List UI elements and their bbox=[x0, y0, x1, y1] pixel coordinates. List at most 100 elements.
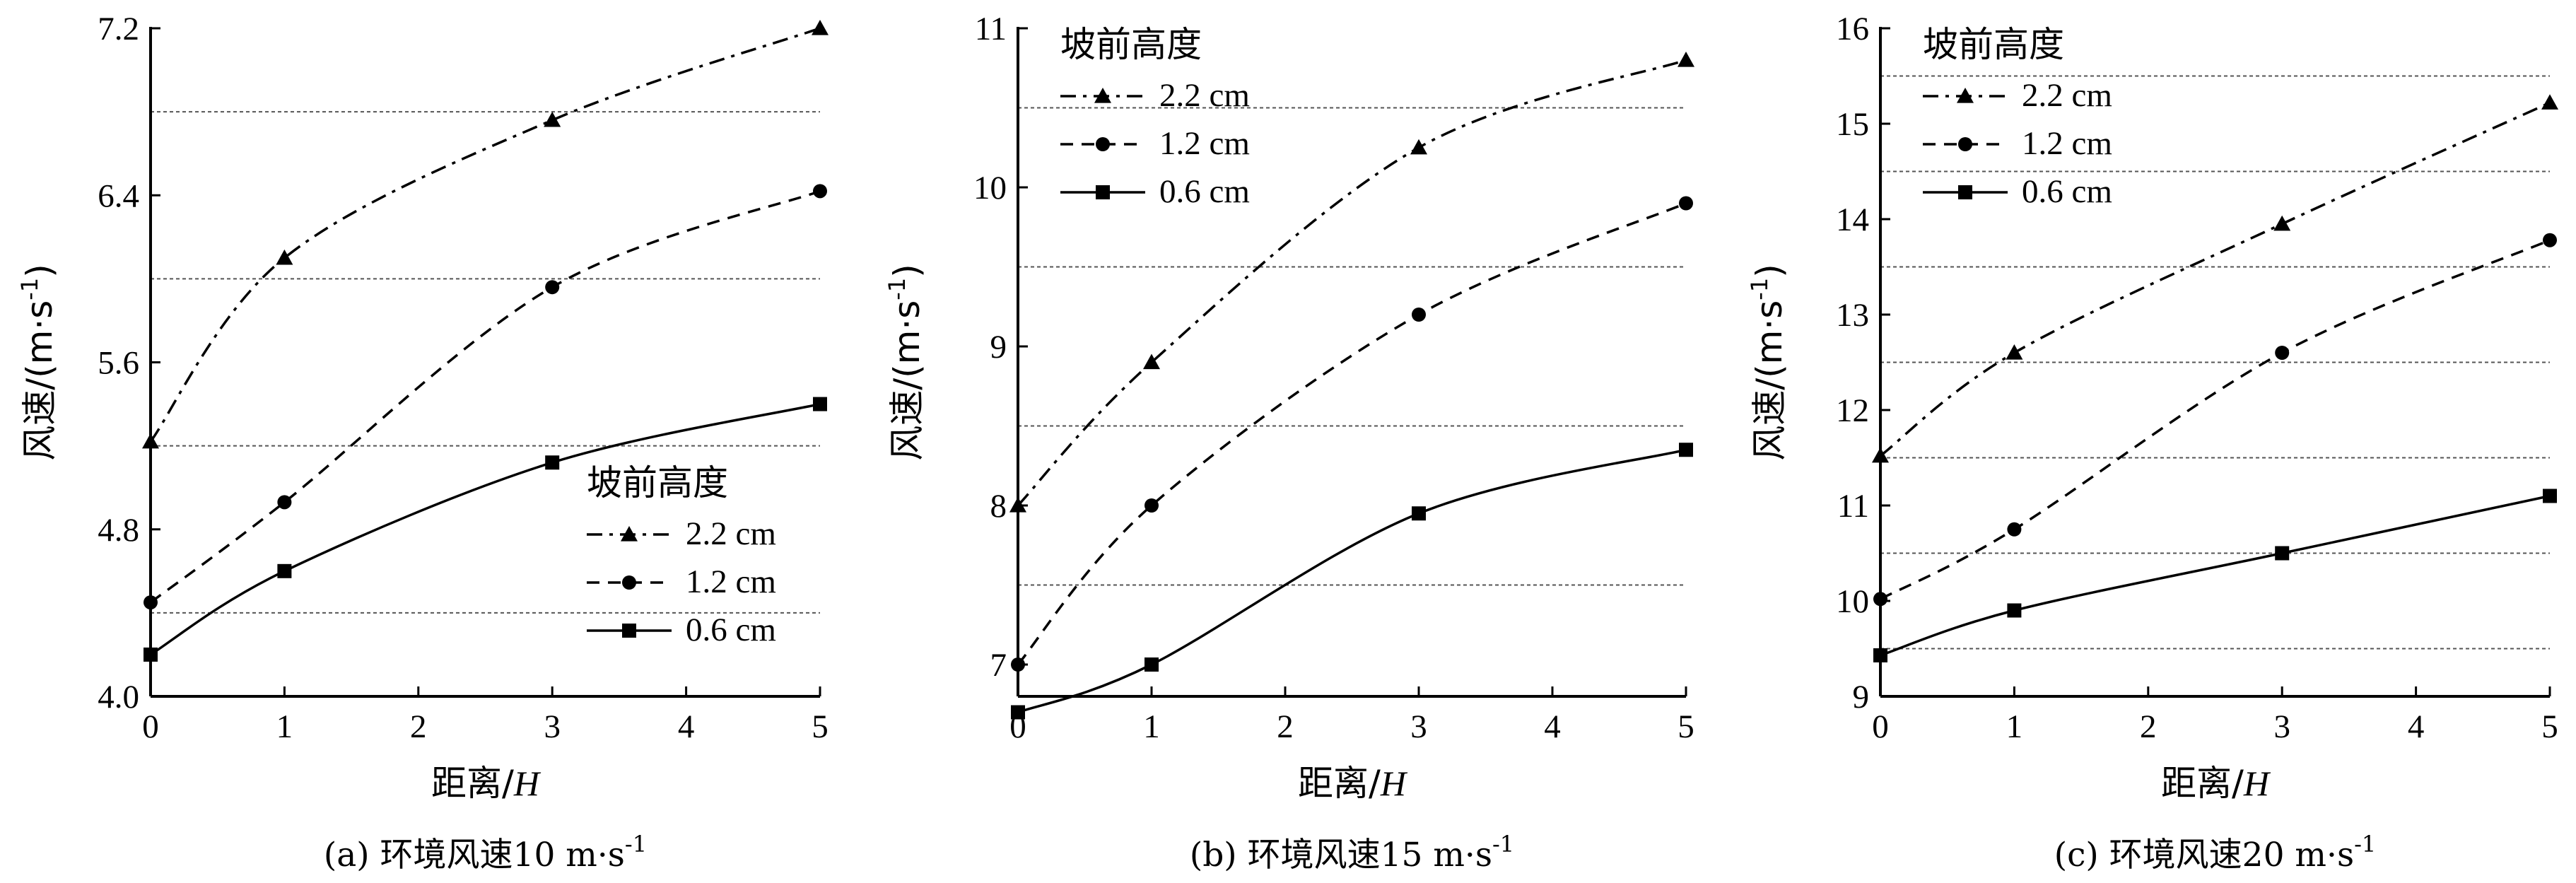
data-point bbox=[1011, 657, 1025, 672]
y-tick-label: 13 bbox=[1836, 297, 1869, 334]
series-line bbox=[1017, 448, 1687, 714]
data-point bbox=[1143, 353, 1160, 370]
series-line bbox=[149, 189, 821, 604]
legend-label: 1.2 cm bbox=[1159, 125, 1250, 162]
data-point bbox=[277, 563, 292, 578]
y-tick-label: 10 bbox=[1836, 583, 1869, 620]
legend-title: 坡前高度 bbox=[1060, 24, 1202, 65]
y-tick-label: 7 bbox=[990, 647, 1007, 684]
x-tick-label: 2 bbox=[410, 708, 427, 745]
data-point bbox=[2275, 546, 2290, 561]
series-line bbox=[1880, 494, 2551, 657]
y-tick-label: 4.0 bbox=[98, 679, 139, 715]
data-point bbox=[544, 111, 561, 127]
data-point bbox=[1009, 497, 1026, 513]
x-tick-label: 2 bbox=[2140, 708, 2157, 745]
panel-caption: (b) 环境风速15 m·s-1 bbox=[1190, 831, 1514, 875]
data-point bbox=[1412, 506, 1426, 521]
series-1-2cm bbox=[1873, 233, 2557, 607]
series-0-6cm bbox=[1873, 489, 2557, 662]
series-0-6cm bbox=[144, 397, 827, 662]
series-2-2cm bbox=[1872, 94, 2558, 463]
data-point bbox=[1144, 657, 1159, 672]
legend-marker bbox=[1958, 137, 1972, 151]
data-point bbox=[545, 280, 560, 295]
legend-marker bbox=[622, 624, 636, 638]
y-tick-label: 12 bbox=[1836, 392, 1869, 429]
x-axis-title: 距离/H bbox=[1298, 763, 1408, 804]
data-point bbox=[813, 397, 827, 411]
x-tick-label: 5 bbox=[2541, 708, 2558, 745]
y-axis-title: 风速/(m·s-1) bbox=[1746, 264, 1790, 460]
series-line bbox=[1879, 101, 2551, 457]
x-tick-label: 5 bbox=[812, 708, 829, 745]
x-axis-title: 距离/H bbox=[431, 763, 541, 804]
legend-label: 0.6 cm bbox=[2022, 173, 2112, 210]
y-tick-label: 7.2 bbox=[98, 11, 139, 47]
x-tick-label: 2 bbox=[1277, 708, 1294, 745]
data-point bbox=[1873, 648, 1887, 662]
x-tick-label: 1 bbox=[1143, 708, 1160, 745]
y-axis-title: 风速/(m·s-1) bbox=[16, 264, 60, 460]
data-point bbox=[1678, 52, 1694, 67]
legend-title: 坡前高度 bbox=[1923, 24, 2064, 65]
legend: 坡前高度 2.2 cm 1.2 cm 0.6 cm bbox=[1923, 24, 2112, 210]
data-point bbox=[2543, 233, 2557, 247]
y-tick-label: 14 bbox=[1836, 201, 1869, 238]
x-tick-label: 1 bbox=[2006, 708, 2023, 745]
x-tick-label: 4 bbox=[678, 708, 695, 745]
legend: 坡前高度 2.2 cm 1.2 cm 0.6 cm bbox=[587, 462, 776, 648]
legend-marker bbox=[1096, 185, 1110, 199]
legend-label: 1.2 cm bbox=[686, 563, 776, 600]
series-1-2cm bbox=[1011, 196, 1693, 672]
legend-marker bbox=[621, 526, 638, 542]
series-line bbox=[149, 27, 821, 443]
data-point bbox=[2543, 489, 2557, 503]
x-tick-label: 3 bbox=[544, 708, 561, 745]
data-point bbox=[812, 20, 829, 35]
data-point bbox=[144, 647, 158, 662]
y-tick-label: 6.4 bbox=[98, 177, 139, 214]
y-tick-label: 16 bbox=[1836, 11, 1869, 47]
series-line bbox=[1017, 201, 1687, 666]
series-line bbox=[150, 402, 821, 656]
data-point bbox=[1011, 705, 1025, 720]
legend-title: 坡前高度 bbox=[587, 462, 728, 503]
legend-marker bbox=[622, 575, 636, 590]
data-point bbox=[1679, 196, 1693, 211]
chart-panel-1: 0 1 2 3 4 5 4.0 4.8 5.6 6.4 7.2 距离/H 风速/(m·s-1) (a) 环… bbox=[16, 11, 829, 875]
data-point bbox=[1144, 498, 1159, 513]
legend: 坡前高度 2.2 cm 1.2 cm 0.6 cm bbox=[1060, 24, 1250, 210]
y-tick-label: 8 bbox=[990, 488, 1007, 525]
legend-marker bbox=[1958, 185, 1972, 199]
series-line bbox=[1017, 59, 1687, 507]
legend-label: 1.2 cm bbox=[2022, 125, 2112, 162]
legend-label: 2.2 cm bbox=[1159, 77, 1250, 114]
series-1-2cm bbox=[144, 184, 827, 610]
x-tick-label: 4 bbox=[1544, 708, 1561, 745]
data-point bbox=[1679, 443, 1693, 457]
series-0-6cm bbox=[1011, 443, 1693, 720]
data-point bbox=[276, 249, 293, 265]
legend-marker bbox=[1957, 88, 1974, 103]
x-axis-title: 距离/H bbox=[2161, 763, 2271, 804]
data-point bbox=[2006, 344, 2023, 360]
y-tick-label: 4.8 bbox=[98, 512, 139, 549]
x-tick-label: 3 bbox=[2273, 708, 2290, 745]
y-tick-label: 15 bbox=[1836, 106, 1869, 143]
data-point bbox=[1412, 308, 1426, 322]
series-line bbox=[1880, 239, 2551, 600]
x-tick-label: 1 bbox=[276, 708, 293, 745]
data-point bbox=[1873, 592, 1887, 607]
data-point bbox=[2275, 346, 2290, 360]
data-point bbox=[1410, 139, 1427, 155]
legend-label: 2.2 cm bbox=[2022, 77, 2112, 114]
y-tick-label: 11 bbox=[1837, 488, 1869, 525]
x-tick-label: 3 bbox=[1410, 708, 1427, 745]
data-point bbox=[2541, 94, 2558, 110]
y-tick-label: 9 bbox=[1853, 679, 1870, 715]
data-point bbox=[1872, 447, 1889, 463]
x-tick-label: 4 bbox=[2408, 708, 2425, 745]
data-point bbox=[2007, 522, 2022, 537]
data-point bbox=[813, 184, 827, 199]
